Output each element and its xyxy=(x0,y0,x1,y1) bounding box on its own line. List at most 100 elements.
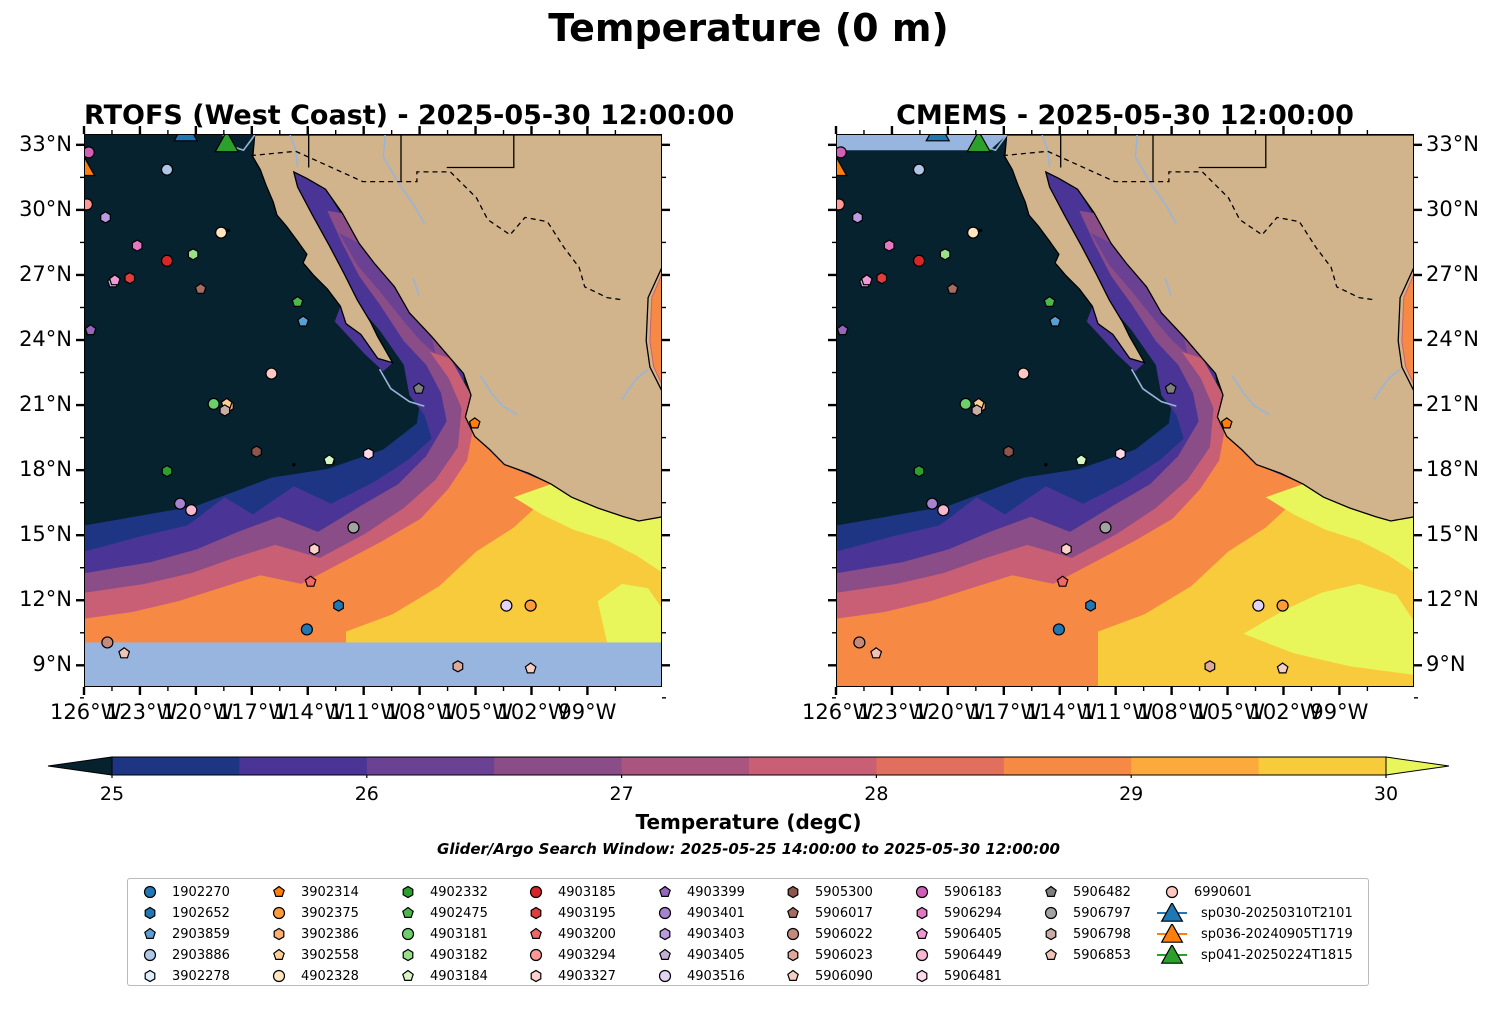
legend-label: 4902328 xyxy=(301,968,359,984)
platform-4903195 xyxy=(876,271,888,285)
platform-2903859 xyxy=(1049,315,1062,327)
platform-6990601 xyxy=(265,367,278,380)
legend-label: 3902278 xyxy=(172,968,230,984)
platform-5906183 xyxy=(85,146,95,159)
legend-item: 4903401 xyxy=(657,903,745,923)
lon-tick-label: 105°W xyxy=(441,700,513,724)
no-data-area xyxy=(85,642,661,686)
legend-label: 5906481 xyxy=(944,968,1002,984)
legend-marker-icon xyxy=(402,969,414,981)
platform-4903516 xyxy=(1252,599,1265,612)
land-mexico-us xyxy=(1004,135,1413,522)
figure-title: Temperature (0 m) xyxy=(548,6,949,50)
legend-item: 5906853 xyxy=(1043,945,1131,965)
island xyxy=(226,228,231,233)
colorbar-segment xyxy=(1131,757,1260,775)
legend-item: 3902375 xyxy=(271,903,359,923)
legend-label: 4903294 xyxy=(558,947,616,963)
legend-marker xyxy=(659,948,671,960)
platform-5906023 xyxy=(452,660,464,673)
legend-marker-icon xyxy=(786,927,800,941)
legend-item: 2903859 xyxy=(142,924,230,944)
legend-marker xyxy=(1165,885,1179,899)
legend-item: 4903294 xyxy=(528,945,616,965)
river xyxy=(479,375,519,416)
land-mexico-us xyxy=(252,135,661,522)
lon-tick-label: 108°W xyxy=(1137,700,1209,724)
legend-item: 2903886 xyxy=(142,945,230,965)
legend-marker-icon xyxy=(916,927,928,939)
panel-title-rtofs: RTOFS (West Coast) - 2025-05-30 12:00:00 xyxy=(84,100,735,131)
lat-tick-label: 24°N xyxy=(1426,327,1479,352)
platform-5906183 xyxy=(837,146,847,159)
legend-label: 4903327 xyxy=(558,968,616,984)
platform-1902270 xyxy=(1052,623,1065,636)
legend-label: 4903401 xyxy=(687,905,745,921)
legend-label: 5905300 xyxy=(815,884,873,900)
platform-5906482 xyxy=(1164,382,1177,394)
platform-4903294 xyxy=(837,198,845,211)
legend-label: 3902386 xyxy=(301,926,359,942)
legend-marker xyxy=(787,906,799,918)
platform-sp036-20240905T1719 xyxy=(837,157,848,177)
platform-3902375 xyxy=(524,599,537,612)
boundary-line xyxy=(1047,150,1375,301)
platform-5906481 xyxy=(1115,447,1126,460)
boundary-line xyxy=(250,150,296,157)
lon-tick-label: 120°W xyxy=(161,700,234,724)
legend-marker-icon xyxy=(916,969,928,983)
platform-4903184 xyxy=(323,454,336,466)
sst-band xyxy=(597,583,661,643)
lat-tick-label: 21°N xyxy=(19,392,72,417)
legend-marker-icon xyxy=(915,948,929,962)
colorbar-extend-low xyxy=(47,756,113,776)
legend-marker-icon xyxy=(144,906,156,920)
platform-5906482 xyxy=(412,382,425,394)
legend-marker xyxy=(529,885,543,899)
legend-marker-icon xyxy=(1157,945,1187,964)
lat-tick-label: 18°N xyxy=(19,457,72,482)
legend-item: 5906183 xyxy=(914,882,1002,902)
legend-item: 3902314 xyxy=(271,882,359,902)
legend-label: 5906798 xyxy=(1073,926,1131,942)
colorbar-tick-label: 30 xyxy=(1373,783,1399,805)
legend-marker xyxy=(787,969,799,981)
legend-label: 4903185 xyxy=(558,884,616,900)
lon-tick-label: 126°W xyxy=(50,700,122,724)
legend-item: 4902328 xyxy=(271,966,359,986)
map-cmems xyxy=(837,135,1413,686)
legend-marker-icon xyxy=(787,969,799,981)
lon-tick-label: 102°W xyxy=(497,700,569,724)
legend-marker xyxy=(402,969,414,981)
legend-marker xyxy=(273,885,285,897)
legend-label: 5906023 xyxy=(815,947,873,963)
platform-4903200 xyxy=(1056,575,1069,587)
platform-5906023 xyxy=(1204,660,1216,673)
legend-item: 5906017 xyxy=(785,903,873,923)
colorbar-segment xyxy=(749,757,877,775)
colorbar-extend-high xyxy=(1385,756,1450,776)
legend-label: 2903886 xyxy=(172,947,230,963)
legend-item: 3902558 xyxy=(271,945,359,965)
legend-marker xyxy=(402,906,414,918)
lon-tick-label: 102°W xyxy=(1249,700,1321,724)
lat-tick-label: 33°N xyxy=(1426,131,1479,156)
legend-marker xyxy=(144,969,156,983)
platform-4903516 xyxy=(500,599,513,612)
legend-marker-icon xyxy=(143,948,157,962)
legend-marker-icon xyxy=(530,927,542,939)
lon-tick-label: 117°W xyxy=(969,700,1042,724)
legend-marker-icon xyxy=(659,948,671,960)
island xyxy=(1044,462,1048,467)
platform-sp036-20240905T1719 xyxy=(85,157,96,177)
legend-item: 5906797 xyxy=(1043,903,1131,923)
legend-label: 4902332 xyxy=(430,884,488,900)
colorbar-segment xyxy=(494,757,623,775)
legend-label: 1902652 xyxy=(172,905,230,921)
sst-band xyxy=(1090,232,1188,354)
legend-marker-icon xyxy=(144,927,156,939)
platform-1902270 xyxy=(300,623,313,636)
legend-marker-icon xyxy=(402,885,414,899)
legend-marker xyxy=(402,948,414,962)
platform-5906449 xyxy=(185,504,198,517)
